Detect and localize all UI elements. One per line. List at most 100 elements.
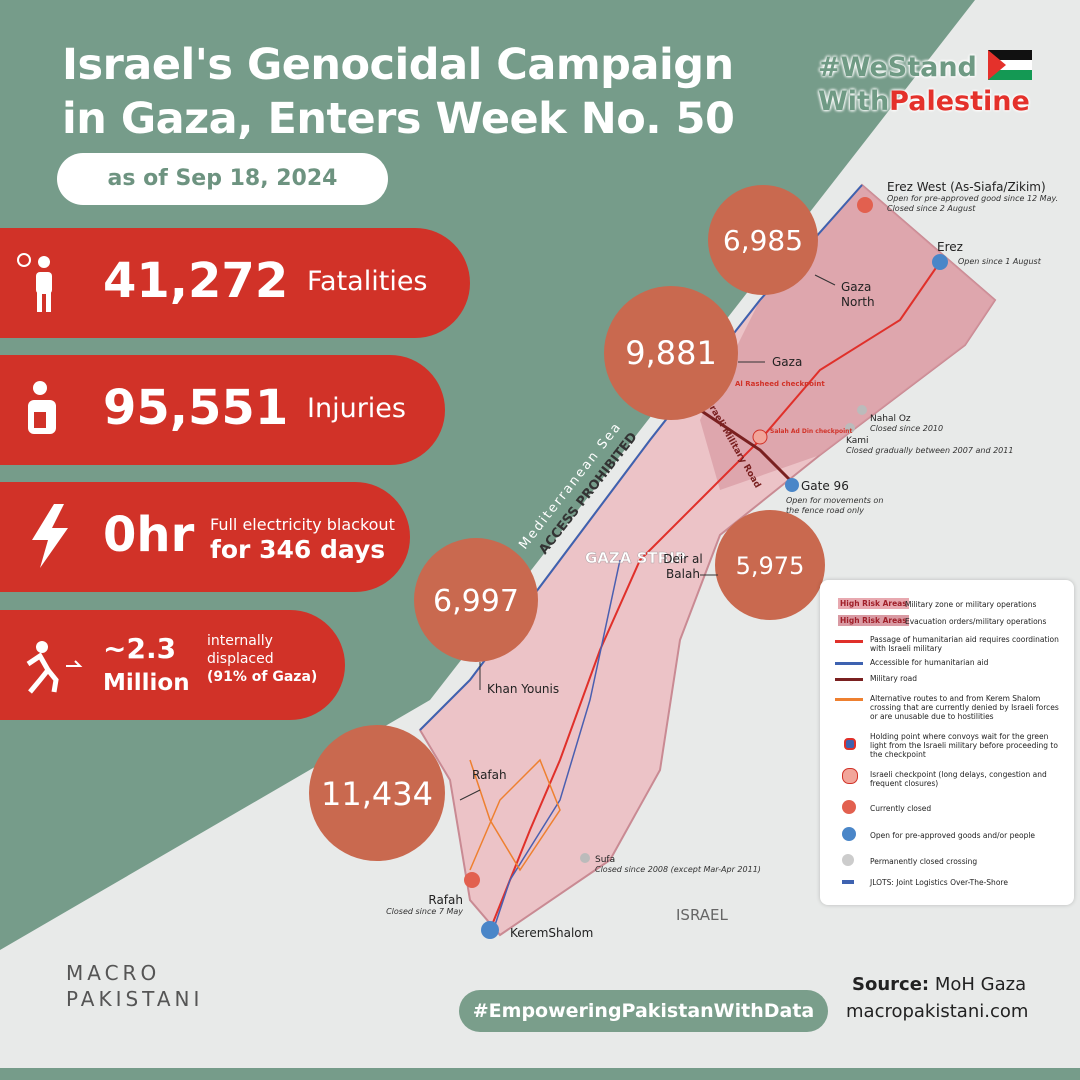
crossing-name: Gate 96 — [801, 479, 849, 493]
checkpoint-label: Al Rasheed checkpoint — [735, 380, 825, 388]
badge-text: With — [818, 86, 890, 117]
legend-swatch — [844, 738, 856, 750]
region-name: Deir al Balah — [663, 552, 703, 581]
region-count: 9,881 — [625, 334, 717, 372]
title: Israel's Genocidal Campaign in Gaza, Ent… — [62, 38, 735, 146]
badge-text: #WeStand — [818, 52, 977, 83]
legend-swatch — [842, 827, 856, 841]
title-line: in Gaza, Enters Week No. 50 — [62, 94, 735, 144]
region-name: Gaza North — [841, 280, 875, 309]
region-count: 6,985 — [723, 224, 803, 257]
crossing-name: Sufa — [595, 855, 616, 865]
high-risk-zone — [700, 185, 995, 490]
crossing-note: Closed since 2008 (except Mar-Apr 2011) — [595, 865, 761, 874]
legend-swatch — [842, 880, 854, 884]
legend-text: Holding point where convoys wait for the… — [870, 732, 1058, 759]
military-road — [699, 408, 792, 482]
checkpoint — [752, 429, 768, 445]
legend-text: Accessible for humanitarian aid — [870, 658, 989, 667]
icon — [32, 504, 68, 568]
legend-text: Military zone or military operations — [905, 600, 1037, 609]
legend-swatch — [835, 678, 863, 681]
stat-row: ~2.3 Million internally displaced (91% o… — [0, 610, 345, 720]
badge: #WeStand WithPalestine — [818, 44, 1034, 119]
alternative-routes — [469, 758, 561, 872]
legend-text: Israeli checkpoint (long delays, congest… — [870, 770, 1047, 788]
legend-swatch — [835, 640, 863, 643]
legend-text: Currently closed — [870, 804, 932, 813]
crossing-permanent — [580, 853, 590, 863]
region-circle — [604, 286, 738, 420]
strip-label: GAZA STRIP — [585, 549, 686, 567]
legend-swatch — [842, 854, 854, 866]
region-name: Gaza — [772, 355, 803, 369]
crossing-note: Open since 1 August — [958, 257, 1041, 266]
flag — [988, 50, 1033, 80]
crossing-closed — [464, 872, 480, 888]
stat-row: 0hr Full electricity blackout for 346 da… — [0, 482, 410, 592]
stat-label: Fatalities — [307, 266, 428, 297]
stat-label: for 346 days — [210, 535, 386, 564]
region-circle — [309, 725, 445, 861]
icon — [28, 381, 56, 434]
legend-swatch — [835, 698, 863, 701]
region-count: 5,975 — [736, 552, 805, 580]
crossing-note: Open for pre-approved good since 12 May. — [887, 194, 1059, 203]
source-label: Source: — [852, 974, 930, 995]
crossing: Erez — [937, 240, 963, 254]
legend-tag: High Risk Areas — [838, 615, 909, 626]
logo-line: PAKISTANI — [66, 987, 204, 1011]
crossing: Rafah Closed since 7 May — [383, 893, 463, 917]
crossing: Open for movements on the fence road only — [786, 496, 883, 516]
legend-swatch — [842, 768, 858, 784]
crossing: Sufa Closed since 2008 (except Mar-Apr 20… — [595, 855, 761, 875]
legend-text: Passage of humanitarian aid requires coo… — [870, 635, 1059, 653]
crossing: Kami Closed gradually between 2007 and 20… — [846, 436, 1013, 456]
crossing-open — [481, 921, 499, 939]
crossing-name: Erez — [937, 240, 963, 254]
region-count: 11,434 — [321, 775, 433, 813]
region-circles: 6,985 9,881 5,975 6,997 11,434 — [309, 185, 825, 861]
title-line: Israel's Genocidal Campaign — [62, 40, 734, 90]
stat-value: ~2.3 — [103, 632, 177, 665]
stat-row: 41,272 Fatalities — [0, 228, 470, 338]
stat-value: 95,551 — [103, 380, 289, 436]
logo: MACRO PAKISTANI — [66, 960, 203, 1012]
region-circle — [715, 510, 825, 620]
legend: High Risk Areas Military zone or military… — [820, 580, 1074, 905]
crossing-name: Erez West (As-Siafa/Zikim) — [887, 180, 1046, 194]
stat-value: 41,272 — [103, 253, 289, 309]
crossing-name: KeremShalom — [510, 926, 594, 940]
checkpoint-label: Salah Ad Din checkpoint — [770, 428, 852, 435]
date-pill: as of Sep 18, 2024 — [57, 153, 388, 205]
crossing-note: the fence road only — [786, 506, 864, 515]
legend-text: JLOTS: Joint Logistics Over-The-Shore — [870, 878, 1008, 887]
region-name: Khan Younis — [487, 682, 560, 696]
crossing: Erez West (As-Siafa/Zikim) Open for pre-a… — [887, 180, 1058, 214]
bottom-strip — [0, 1068, 1080, 1080]
crossing-closed — [857, 197, 873, 213]
stat-label: Injuries — [307, 393, 406, 424]
crossing-permanent — [845, 423, 855, 433]
source-text: MoH Gaza — [934, 974, 1027, 995]
region-count: 6,997 — [433, 584, 519, 619]
aid-road — [489, 261, 941, 931]
crossing-note: Closed gradually between 2007 and 2011 — [846, 446, 1014, 455]
legend-text: Evacuation orders/military operations — [905, 617, 1047, 626]
legend-tag: High Risk Areas — [838, 598, 909, 609]
crossing-note: Closed since 7 May — [386, 907, 463, 916]
israel-label: ISRAEL — [676, 906, 728, 924]
badge-text: Palestine — [889, 86, 1030, 117]
crossing-name: Nahal Oz — [870, 414, 911, 424]
crossing-note: Closed since 2010 — [870, 424, 944, 433]
crossing-note: Closed since 2 August — [887, 204, 976, 213]
website: macropakistani.com — [846, 1001, 1029, 1022]
region-circle — [708, 185, 818, 295]
icon — [26, 641, 83, 694]
crossing-name: Kami — [846, 436, 869, 446]
legend-text: Alternative routes to and from Kerem Sha… — [870, 694, 1059, 721]
stat-label-line: internally — [207, 633, 273, 649]
stat-row: 95,551 Injuries — [0, 355, 445, 465]
source: Source: MoH Gaza — [852, 974, 1026, 995]
